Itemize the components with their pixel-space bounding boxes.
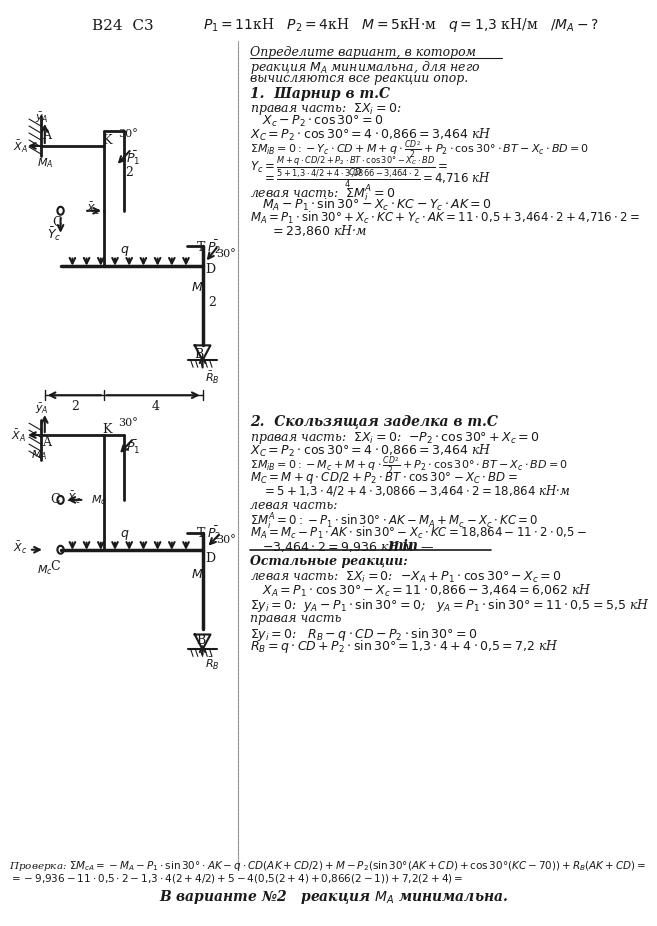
Text: $M_A = M_c - P_1\cdot AK\cdot\sin30° - X_c\cdot KC = 18{,}864 - 11\cdot 2\cdot 0: $M_A = M_c - P_1\cdot AK\cdot\sin30° - X… bbox=[250, 525, 587, 541]
Text: $M_A = P_1\cdot\sin30° + X_c\cdot KC + Y_c\cdot AK = 11\cdot0{,}5 + 3{,}464\cdot: $M_A = P_1\cdot\sin30° + X_c\cdot KC + Y… bbox=[250, 210, 640, 226]
Text: левая часть:  $\Sigma X_i=0$:  $-X_A + P_1\cdot\cos30° - X_c=0$: левая часть: $\Sigma X_i=0$: $-X_A + P_1… bbox=[250, 569, 562, 585]
Text: $q$: $q$ bbox=[120, 528, 129, 542]
Text: Проверка: $\Sigma M_{cA} = -M_A - P_1\cdot\sin30°\cdot AK - q\cdot CD(AK+CD/2) +: Проверка: $\Sigma M_{cA} = -M_A - P_1\cd… bbox=[9, 858, 646, 873]
Text: $\bar{X}_c$: $\bar{X}_c$ bbox=[13, 540, 28, 556]
Text: $R_B = q\cdot CD + P_2\cdot\sin30° = 1{,}3\cdot 4 + 4\cdot0{,}5 = 7{,}2$ кН: $R_B = q\cdot CD + P_2\cdot\sin30° = 1{,… bbox=[250, 638, 559, 656]
Text: 2: 2 bbox=[125, 166, 133, 179]
Text: $M_c$: $M_c$ bbox=[37, 563, 53, 577]
Text: $\bar{X}_c$: $\bar{X}_c$ bbox=[86, 201, 100, 217]
Text: $\bar{X}_c$: $\bar{X}_c$ bbox=[67, 490, 81, 506]
Text: 2.  Скользящая заделка в т.С: 2. Скользящая заделка в т.С bbox=[250, 415, 498, 430]
Text: $X_C = P_2\cdot\cos30° = 4\cdot0{,}866 = 3{,}464$ кН: $X_C = P_2\cdot\cos30° = 4\cdot0{,}866 =… bbox=[250, 127, 492, 144]
Text: 30°: 30° bbox=[216, 249, 236, 258]
Text: $= \frac{5 + 1{,}3\cdot 4/2 + 4\cdot 3{,}0866 - 3{,}464\cdot 2}{4} = 4{,}716$ кН: $= \frac{5 + 1{,}3\cdot 4/2 + 4\cdot 3{,… bbox=[261, 168, 491, 191]
Text: A: A bbox=[43, 436, 51, 449]
Text: Остальные реакции:: Остальные реакции: bbox=[250, 555, 407, 568]
Text: $\bar{y}_A$: $\bar{y}_A$ bbox=[35, 402, 48, 417]
Text: левая часть:: левая часть: bbox=[250, 499, 338, 512]
Text: $= 5 + 1{,}3\cdot 4/2 + 4\cdot 3{,}0866 - 3{,}464\cdot 2 = 18{,}864$ кН·м: $= 5 + 1{,}3\cdot 4/2 + 4\cdot 3{,}0866 … bbox=[261, 483, 570, 498]
Text: K: K bbox=[102, 423, 112, 436]
Text: C: C bbox=[51, 494, 60, 507]
Text: $M_A - P_1\cdot\sin30° - X_c\cdot KC - Y_c\cdot AK=0$: $M_A - P_1\cdot\sin30° - X_c\cdot KC - Y… bbox=[261, 197, 491, 213]
Text: Определите вариант, в котором: Определите вариант, в котором bbox=[250, 46, 476, 59]
Text: правая часть:  $\Sigma X_i=0$:  $-P_2\cdot\cos30°+X_c=0$: правая часть: $\Sigma X_i=0$: $-P_2\cdot… bbox=[250, 430, 539, 446]
Text: $\bar{R}_B$: $\bar{R}_B$ bbox=[205, 370, 219, 386]
Text: T: T bbox=[197, 241, 206, 254]
Text: В варианте №2   реакция $M_A$ минимальна.: В варианте №2 реакция $M_A$ минимальна. bbox=[159, 889, 509, 906]
Text: $\Sigma y_i=0$:   $R_B - q\cdot CD - P_2\cdot\sin30°=0$: $\Sigma y_i=0$: $R_B - q\cdot CD - P_2\c… bbox=[250, 625, 477, 643]
Text: вычисляются все реакции опор.: вычисляются все реакции опор. bbox=[250, 72, 468, 85]
Text: $\bar{X}_A$: $\bar{X}_A$ bbox=[11, 428, 26, 444]
Text: 30°: 30° bbox=[118, 129, 138, 139]
Text: $\bar{P_1}$: $\bar{P_1}$ bbox=[126, 438, 141, 456]
Text: $X_C = P_2\cdot\cos30° = 4\cdot0{,}866 = 3{,}464$ кН: $X_C = P_2\cdot\cos30° = 4\cdot0{,}866 =… bbox=[250, 443, 492, 459]
Text: K: K bbox=[102, 134, 112, 147]
Text: $\bar{P_2}$: $\bar{P_2}$ bbox=[206, 239, 221, 257]
Text: B: B bbox=[196, 634, 206, 647]
Text: A: A bbox=[43, 129, 51, 142]
Text: $M_C = M + q\cdot CD/2 + P_2\cdot BT\cdot\cos30° - X_C\cdot BD=$: $M_C = M + q\cdot CD/2 + P_2\cdot BT\cdo… bbox=[250, 470, 518, 486]
Text: C: C bbox=[51, 559, 60, 572]
Text: правая часть:  $\Sigma X_i=0$:: правая часть: $\Sigma X_i=0$: bbox=[250, 101, 401, 117]
Text: D: D bbox=[205, 263, 215, 276]
Text: 4: 4 bbox=[151, 400, 159, 413]
Text: $\bar{P_2}$: $\bar{P_2}$ bbox=[206, 525, 221, 543]
Text: $\Sigma y_i=0$:  $y_A - P_1\cdot\sin30°=0$;   $y_A = P_1\cdot\sin30° = 11\cdot0{: $\Sigma y_i=0$: $y_A - P_1\cdot\sin30°=0… bbox=[250, 596, 650, 614]
Text: $M_A$: $M_A$ bbox=[32, 448, 48, 462]
Text: T: T bbox=[197, 527, 206, 540]
Text: левая часть:  $\Sigma M_i^A=0$: левая часть: $\Sigma M_i^A=0$ bbox=[250, 184, 396, 204]
Text: 1.  Шарнир в т.С: 1. Шарнир в т.С bbox=[250, 87, 390, 101]
Text: $\bar{X}_A$: $\bar{X}_A$ bbox=[13, 139, 28, 155]
Text: D: D bbox=[205, 552, 215, 565]
Text: $q$: $q$ bbox=[120, 244, 129, 257]
Text: 30°: 30° bbox=[118, 419, 138, 428]
Text: B24  C3: B24 C3 bbox=[92, 19, 154, 33]
Text: реакция $M_A$ минимальна, для него: реакция $M_A$ минимальна, для него bbox=[250, 59, 480, 76]
Text: B: B bbox=[194, 348, 204, 361]
Text: $M$: $M$ bbox=[191, 568, 203, 581]
Text: $Y_c = \frac{M + q\cdot CD/2 + P_2\cdot BT\cdot\cos30° - X_C\cdot BD}{CD} =$: $Y_c = \frac{M + q\cdot CD/2 + P_2\cdot … bbox=[250, 154, 447, 178]
Text: $\bar{R}_B$: $\bar{R}_B$ bbox=[205, 657, 219, 672]
Text: $M_A$: $M_A$ bbox=[37, 156, 53, 169]
Text: 2: 2 bbox=[71, 400, 79, 413]
Text: 30°: 30° bbox=[216, 535, 236, 544]
Text: $= -9{,}936 - 11\cdot0{,}5\cdot 2 - 1{,}3\cdot4(2+4/2) + 5 - 4(0{,}5(2+4) + 0{,}: $= -9{,}936 - 11\cdot0{,}5\cdot 2 - 1{,}… bbox=[9, 871, 464, 884]
Text: $- 3{,}464\cdot 2 = 9{,}936$ кН·м  —: $- 3{,}464\cdot 2 = 9{,}936$ кН·м — bbox=[261, 539, 439, 554]
Text: $\Sigma M_i^A=0: -P_1\cdot\sin30°\cdot AK - M_A + M_c - X_c\cdot KC=0$: $\Sigma M_i^A=0: -P_1\cdot\sin30°\cdot A… bbox=[250, 512, 538, 532]
Text: $= 23{,}860$ кН·м: $= 23{,}860$ кН·м bbox=[269, 223, 367, 238]
Text: $\bar{y}_A$: $\bar{y}_A$ bbox=[35, 111, 48, 125]
Text: $\bar{P_1}$: $\bar{P_1}$ bbox=[126, 149, 141, 167]
Text: $\Sigma M_{iB}=0: -Y_c\cdot CD + M + q\cdot\frac{CD^2}{2} + P_2\cdot\cos30°\cdot: $\Sigma M_{iB}=0: -Y_c\cdot CD + M + q\c… bbox=[250, 140, 589, 160]
Text: C: C bbox=[53, 216, 62, 229]
Text: $X_A = P_1\cdot\cos30° - X_c = 11\cdot0{,}866 - 3{,}464 = 6{,}062$ кН: $X_A = P_1\cdot\cos30° - X_c = 11\cdot0{… bbox=[261, 582, 592, 599]
Text: правая часть: правая часть bbox=[250, 611, 341, 624]
Text: $X_c - P_2\cdot\cos30°=0$: $X_c - P_2\cdot\cos30°=0$ bbox=[261, 114, 383, 129]
Text: $P_1=11$кН   $P_2=4$кН   $M=5$кН·м   $q=1{,}3$ кН/м   $/M_A-?$: $P_1=11$кН $P_2=4$кН $M=5$кН·м $q=1{,}3$… bbox=[202, 17, 599, 34]
Text: min: min bbox=[388, 539, 418, 553]
Text: $M_c$: $M_c$ bbox=[91, 493, 106, 507]
Text: 2: 2 bbox=[208, 295, 216, 308]
Text: $M$: $M$ bbox=[191, 281, 203, 294]
Text: $\bar{Y}_c$: $\bar{Y}_c$ bbox=[47, 226, 62, 244]
Text: $\Sigma M_{iB}=0: -M_c + M + q\cdot\frac{CD^2}{2} + P_2\cdot\cos30°\cdot BT - X_: $\Sigma M_{iB}=0: -M_c + M + q\cdot\frac… bbox=[250, 456, 568, 476]
